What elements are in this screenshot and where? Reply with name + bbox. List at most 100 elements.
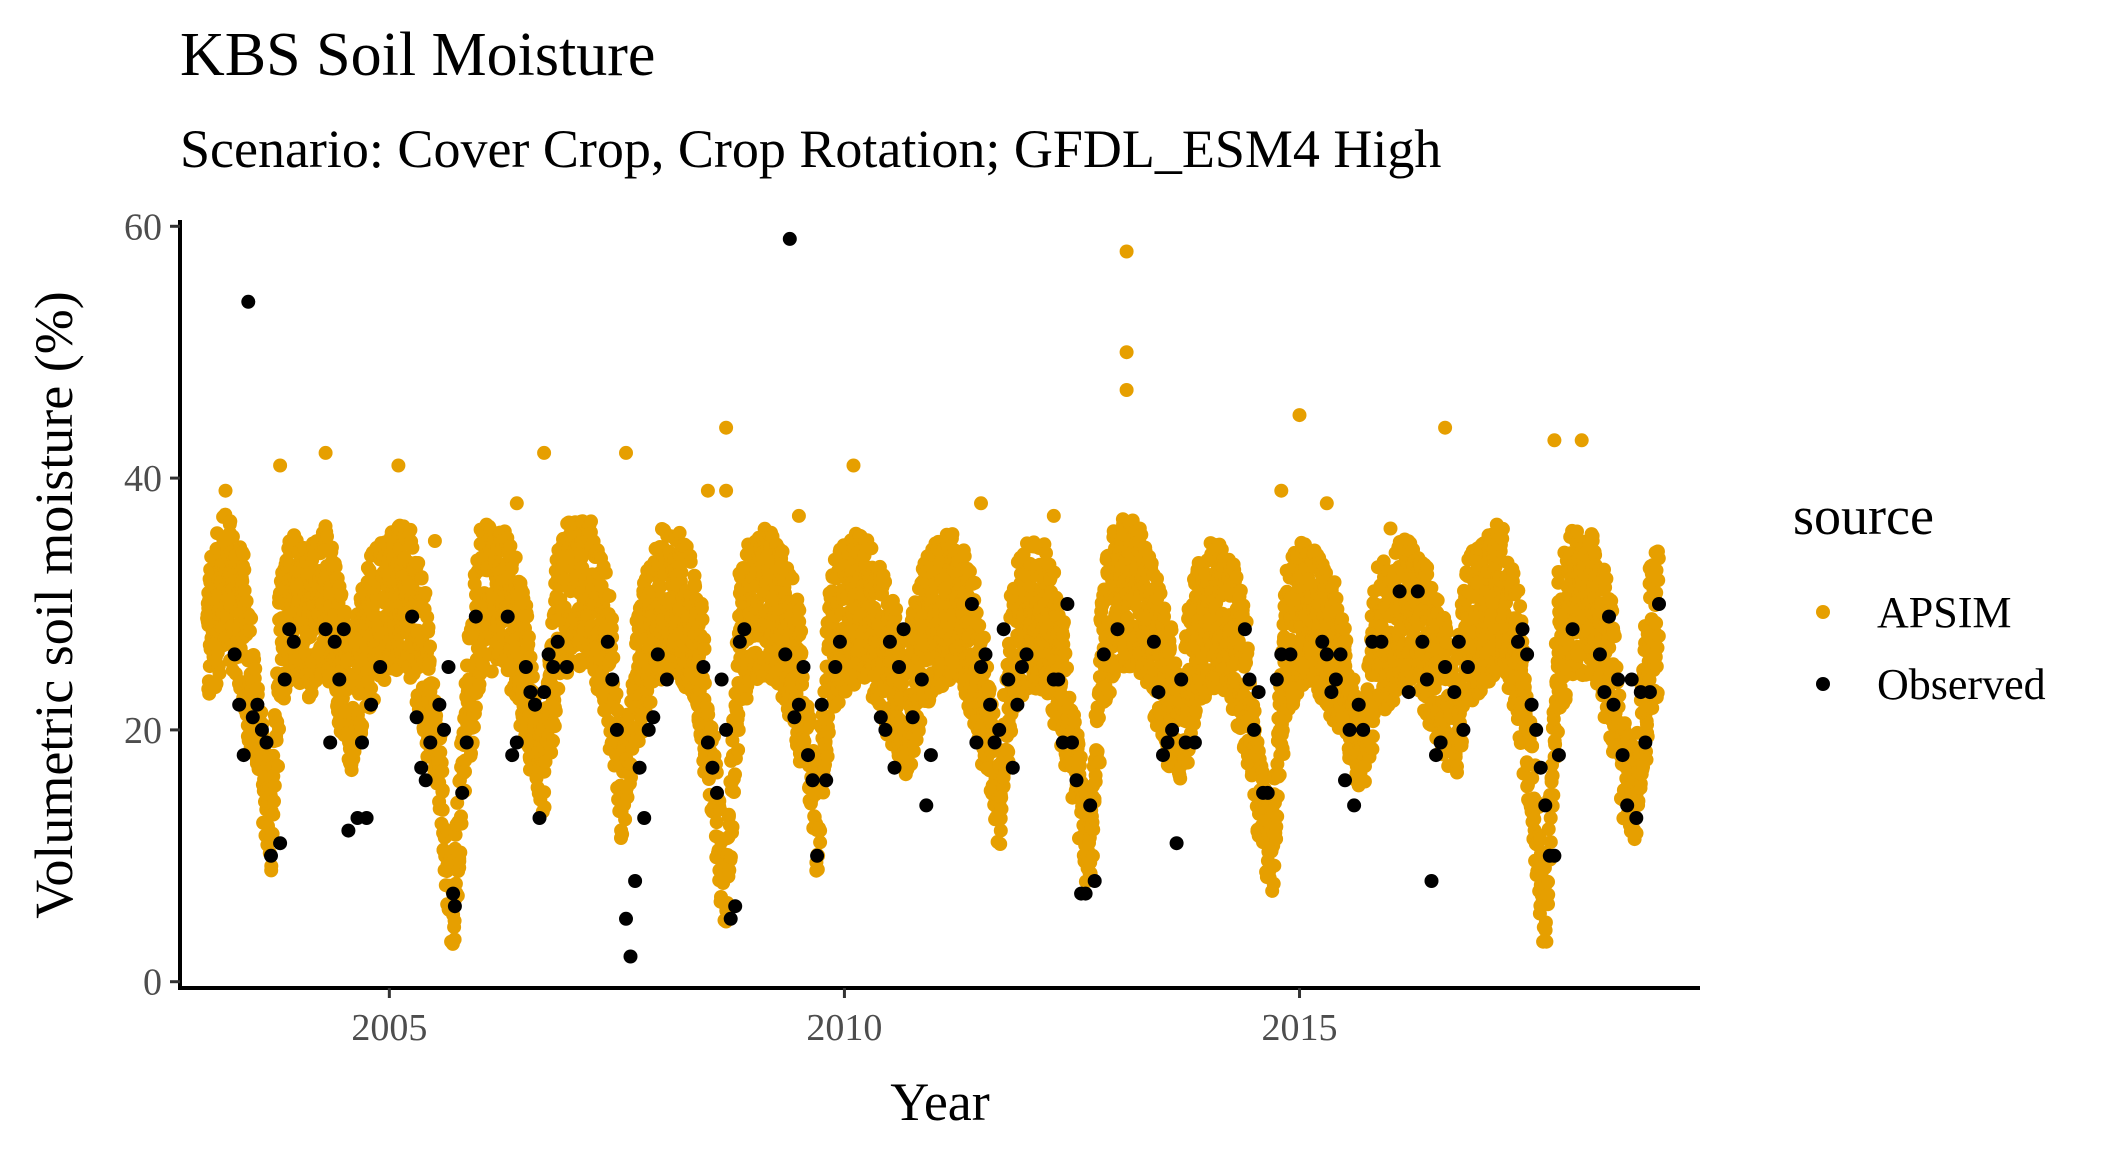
apsim-point (1180, 755, 1195, 770)
apsim-point (418, 586, 433, 600)
apsim-point (904, 757, 919, 772)
apsim-point (972, 618, 987, 633)
apsim-point (435, 764, 450, 779)
apsim-point (414, 571, 429, 586)
apsim-point (967, 575, 982, 590)
apsim-point (615, 827, 630, 842)
apsim-point (1056, 628, 1071, 643)
apsim-point (1240, 641, 1255, 656)
apsim-point (250, 681, 265, 696)
apsim-point (877, 574, 892, 589)
apsim-point (731, 743, 746, 757)
apsim-point (1275, 723, 1290, 738)
apsim-point (225, 529, 240, 544)
apsim-point (344, 763, 359, 778)
apsim-point (537, 800, 552, 815)
apsim-point (242, 624, 257, 639)
apsim-point (548, 704, 563, 719)
apsim-point (1357, 774, 1372, 789)
apsim-point (1339, 633, 1354, 648)
apsim-point (423, 639, 437, 654)
apsim-point (1269, 831, 1284, 846)
apsim-point (1004, 724, 1019, 739)
apsim-point (320, 529, 334, 544)
apsim-point (264, 863, 279, 878)
apsim-points (200, 244, 1666, 951)
chart-subtitle: Scenario: Cover Crop, Crop Rotation; GFD… (180, 119, 1442, 179)
apsim-point (1162, 642, 1177, 657)
apsim-point (694, 600, 709, 615)
apsim-point (1153, 586, 1168, 601)
apsim-point (435, 802, 450, 817)
apsim-point (355, 718, 370, 733)
apsim-point (683, 554, 698, 569)
apsim-point (1060, 661, 1074, 676)
apsim-point (697, 642, 712, 656)
apsim-point (1088, 768, 1103, 783)
apsim-point (248, 662, 263, 676)
apsim-point (267, 778, 282, 793)
apsim-point (453, 845, 468, 860)
apsim-point (1073, 750, 1088, 765)
apsim-point (1266, 876, 1281, 891)
apsim-point (1365, 742, 1380, 757)
apsim-point (1270, 809, 1285, 824)
apsim-point (1047, 565, 1062, 580)
apsim-point (688, 579, 703, 594)
apsim-point (1247, 704, 1262, 719)
apsim-point (618, 812, 633, 827)
apsim-point (1229, 570, 1244, 585)
apsim-point (454, 816, 469, 831)
apsim-point (364, 681, 379, 696)
apsim-point (521, 637, 536, 652)
apsim-point (209, 676, 224, 691)
apsim-point (508, 550, 523, 565)
apsim-point (1085, 848, 1100, 863)
apsim-point (236, 547, 251, 562)
apsim-point (889, 602, 904, 617)
apsim-point (433, 745, 448, 760)
apsim-point (466, 720, 481, 735)
apsim-point (598, 565, 613, 580)
apsim-point (403, 522, 418, 537)
apsim-point (448, 827, 463, 842)
apsim-point (237, 583, 252, 598)
apsim-point (1276, 747, 1291, 761)
apsim-point (420, 610, 435, 625)
apsim-point (421, 620, 436, 635)
apsim-point (1062, 690, 1077, 705)
apsim-point (993, 837, 1008, 851)
apsim-point (1233, 583, 1248, 598)
apsim-point (727, 785, 741, 799)
apsim-point (957, 549, 972, 564)
apsim-point (609, 687, 624, 701)
apsim-point (547, 719, 562, 734)
apsim-point (1173, 771, 1188, 786)
apsim-point (1337, 621, 1352, 636)
apsim-point (1327, 575, 1342, 590)
apsim-point (731, 707, 746, 722)
apsim-point (546, 733, 560, 748)
apsim-point (739, 691, 754, 706)
apsim-point (435, 783, 450, 798)
apsim-point (271, 759, 285, 774)
apsim-point (472, 677, 487, 692)
apsim-point (377, 673, 392, 687)
apsim-point (1086, 822, 1101, 837)
apsim-point (519, 609, 534, 624)
apsim-point (267, 794, 281, 809)
apsim-point (794, 624, 809, 639)
apsim-point (993, 823, 1008, 838)
apsim-point (785, 571, 800, 586)
apsim-point (405, 540, 420, 555)
apsim-point (1056, 615, 1071, 630)
apsim-point (816, 785, 831, 800)
chart-title: KBS Soil Moisture (180, 21, 656, 89)
apsim-point (775, 544, 790, 559)
apsim-point (1091, 710, 1106, 725)
apsim-point (266, 807, 281, 822)
apsim-point (265, 826, 280, 841)
apsim-point (237, 562, 252, 577)
apsim-point (447, 913, 462, 928)
